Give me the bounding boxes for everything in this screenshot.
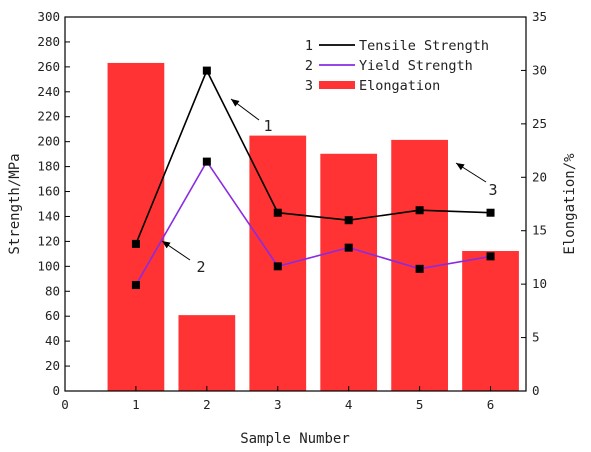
line-tensile-strength xyxy=(135,68,491,245)
marker-tensile-strength-2 xyxy=(202,66,211,75)
plot-frame xyxy=(64,16,527,392)
y-tick-label: 120 xyxy=(37,233,60,248)
bar-elongation-6 xyxy=(462,251,519,391)
legend: 1 Tensile Strength 2 Yield Strength 3 Elongat… xyxy=(305,38,489,94)
legend-label-3: Elongation xyxy=(359,78,440,94)
bar-elongation-2 xyxy=(178,315,236,391)
callout-label-1: 1 xyxy=(263,117,272,135)
callout-label-3: 3 xyxy=(488,181,497,199)
y2-tick-label: 35 xyxy=(532,9,547,24)
y-tick-label: 60 xyxy=(45,308,60,323)
callout-label-2: 2 xyxy=(196,258,205,276)
callout-arrowhead-2 xyxy=(162,241,171,249)
legend-swatch-3 xyxy=(319,81,355,89)
y-tick-label: 140 xyxy=(37,208,60,223)
marker-yield-strength-4 xyxy=(344,243,353,252)
x-tick-label: 2 xyxy=(203,397,211,412)
y-tick-label: 260 xyxy=(37,59,60,74)
y-tick-label: 240 xyxy=(37,84,60,99)
y-tick-label: 300 xyxy=(37,9,60,24)
y-tick-label: 280 xyxy=(37,34,60,49)
y-tick-label: 0 xyxy=(52,383,60,398)
y-tick-label: 220 xyxy=(37,109,60,124)
y2-tick-label: 30 xyxy=(532,62,547,77)
marker-yield-strength-6 xyxy=(486,252,495,261)
y-tick-label: 80 xyxy=(45,283,60,298)
x-tick-label: 3 xyxy=(274,397,282,412)
marker-tensile-strength-3 xyxy=(273,208,282,217)
marker-yield-strength-5 xyxy=(415,264,424,273)
y-tick-label: 160 xyxy=(37,184,60,199)
y2-tick-label: 10 xyxy=(532,276,547,291)
callout-arrowhead-3 xyxy=(456,163,465,171)
legend-label-2: Yield Strength xyxy=(359,58,473,74)
callout-arrowhead-1 xyxy=(231,99,240,107)
legend-key-2: 2 xyxy=(305,58,313,74)
y-tick-label: 20 xyxy=(45,358,60,373)
marker-yield-strength-1 xyxy=(131,281,140,290)
marker-tensile-strength-5 xyxy=(415,206,424,215)
bar-elongation-4 xyxy=(320,153,378,391)
x-tick-label: 6 xyxy=(487,397,495,412)
callouts-group: 1 2 3 xyxy=(161,98,498,276)
y2-axis-title: Elongation/% xyxy=(562,153,578,255)
y2-tick-label: 5 xyxy=(532,330,540,345)
y-tick-label: 200 xyxy=(37,134,60,149)
y-tick-label: 180 xyxy=(37,159,60,174)
lines-group xyxy=(131,66,495,290)
y2-tick-label: 20 xyxy=(532,169,547,184)
y2-tick-label: 0 xyxy=(532,383,540,398)
marker-tensile-strength-4 xyxy=(344,216,353,225)
legend-key-3: 3 xyxy=(305,78,313,94)
legend-label-1: Tensile Strength xyxy=(359,38,489,54)
marker-yield-strength-2 xyxy=(202,157,211,166)
y-tick-label: 40 xyxy=(45,333,60,348)
y-axis-title: Strength/MPa xyxy=(7,153,23,254)
y-tick-label: 100 xyxy=(37,258,60,273)
marker-yield-strength-3 xyxy=(273,262,282,271)
x-tick-label: 1 xyxy=(132,397,140,412)
x-axis-title: Sample Number xyxy=(240,431,350,447)
x-tick-label: 5 xyxy=(416,397,424,412)
x-tick-label: 4 xyxy=(345,397,353,412)
marker-tensile-strength-6 xyxy=(486,208,495,217)
y2-tick-label: 15 xyxy=(532,223,547,238)
legend-key-1: 1 xyxy=(305,38,313,54)
ticks-group: 0 1 2 3 4 5 6020406080100120140160180200220240… xyxy=(37,9,547,412)
x-tick-label: 0 xyxy=(61,397,69,412)
marker-tensile-strength-1 xyxy=(131,239,140,248)
bar-elongation-1 xyxy=(107,62,165,391)
y2-tick-label: 25 xyxy=(532,116,547,131)
line-yield-strength xyxy=(135,160,491,286)
